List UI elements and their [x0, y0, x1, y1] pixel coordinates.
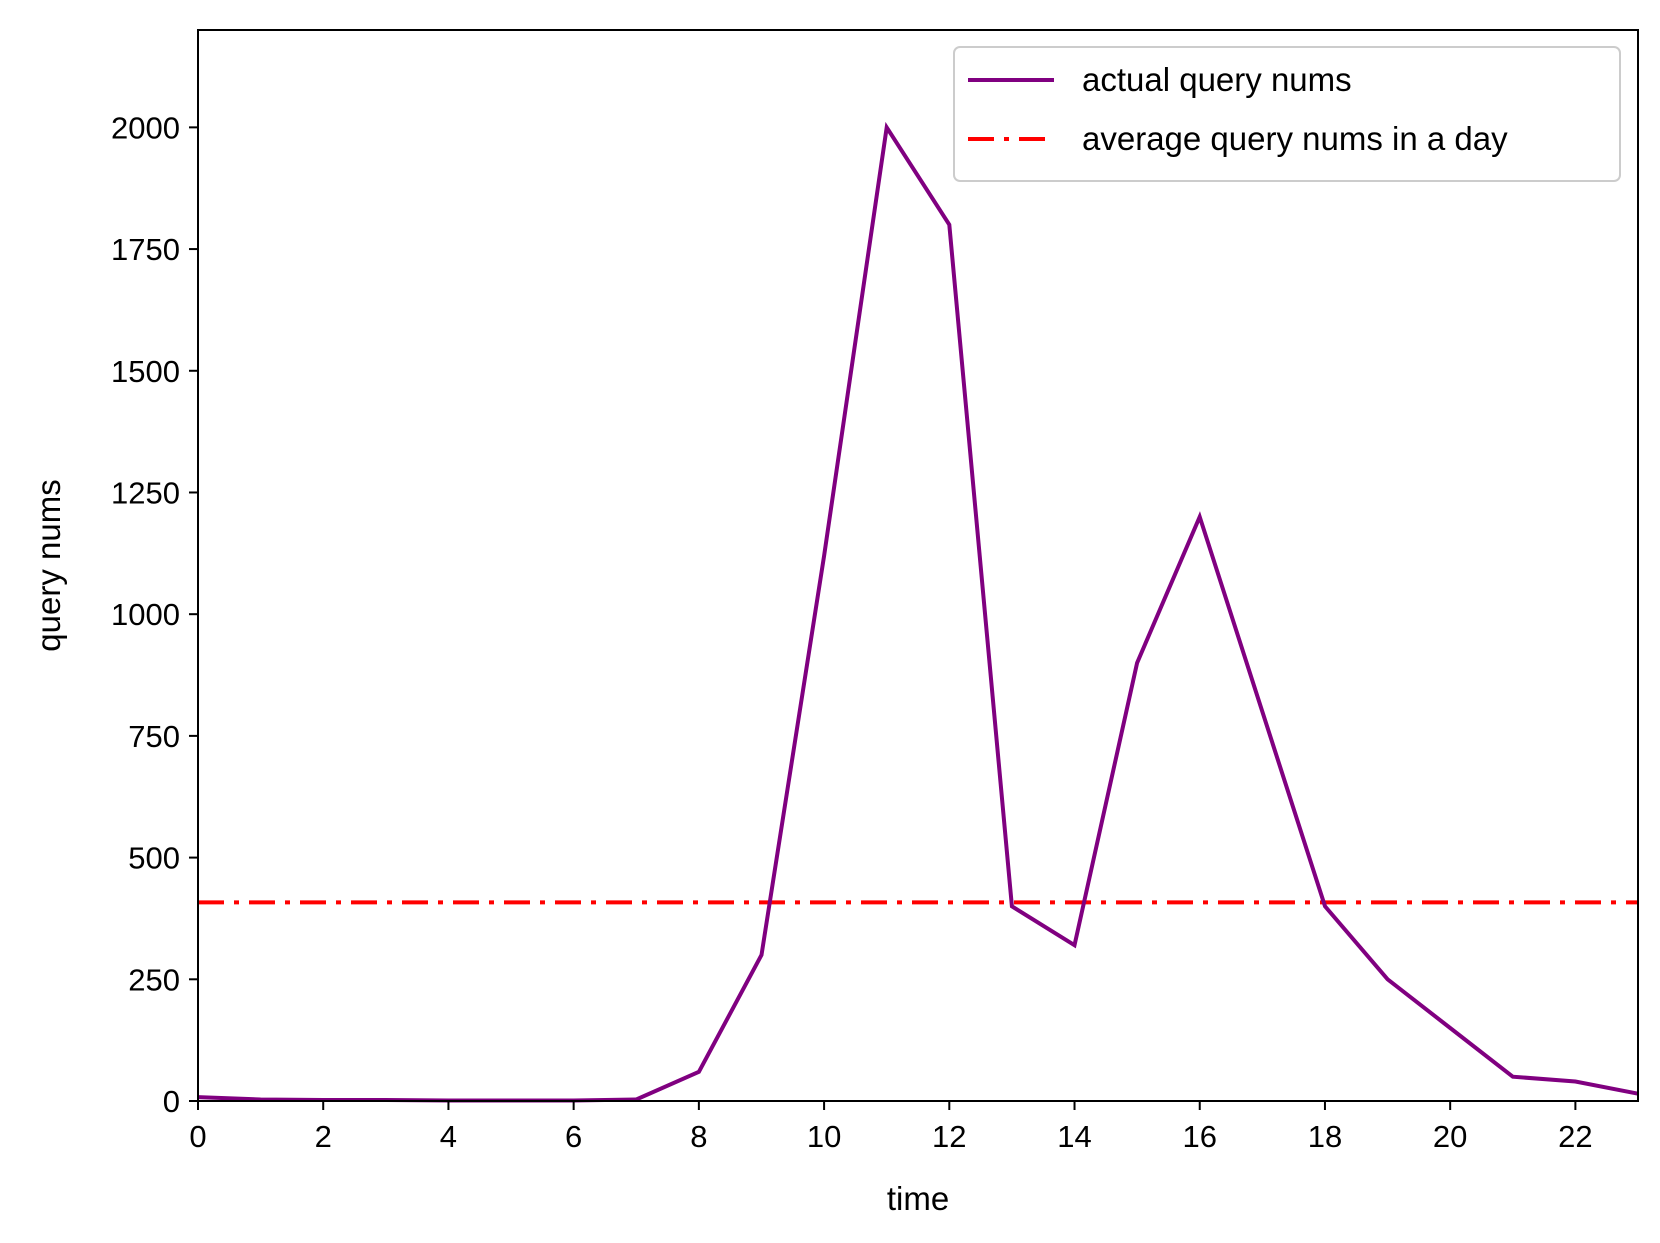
x-tick-label: 16: [1182, 1119, 1216, 1154]
legend-box: [953, 46, 1621, 182]
y-tick-label: 500: [128, 841, 180, 876]
x-tick-label: 14: [1057, 1119, 1091, 1154]
plot-frame: [197, 29, 1639, 1102]
x-tick-label: 10: [807, 1119, 841, 1154]
x-tick-label: 18: [1308, 1119, 1342, 1154]
y-tick-label: 250: [128, 962, 180, 997]
x-axis: 0 2 4 6 8 10 12 14 16 18 20 22: [189, 1101, 1593, 1154]
x-axis-label: time: [887, 1180, 949, 1217]
y-tick-label: 1500: [111, 354, 180, 389]
y-tick-label: 1000: [111, 597, 180, 632]
y-tick-label: 0: [163, 1084, 180, 1119]
legend-label-actual: actual query nums: [1082, 61, 1352, 98]
y-tick-label: 750: [128, 719, 180, 754]
x-tick-label: 2: [315, 1119, 332, 1154]
y-axis-label: query nums: [30, 479, 67, 651]
x-tick-label: 22: [1558, 1119, 1592, 1154]
x-tick-label: 20: [1433, 1119, 1467, 1154]
x-tick-label: 8: [690, 1119, 707, 1154]
x-tick-label: 4: [440, 1119, 457, 1154]
legend: actual query nums average query nums in …: [953, 46, 1621, 182]
x-tick-label: 6: [565, 1119, 582, 1154]
y-axis: 0 250 500 750 1000 1250 1500 1750 2000: [111, 110, 198, 1119]
legend-label-average: average query nums in a day: [1082, 120, 1508, 157]
x-tick-label: 12: [932, 1119, 966, 1154]
x-tick-label: 0: [189, 1119, 206, 1154]
y-tick-label: 1750: [111, 232, 180, 267]
y-tick-label: 2000: [111, 110, 180, 145]
y-tick-label: 1250: [111, 475, 180, 510]
